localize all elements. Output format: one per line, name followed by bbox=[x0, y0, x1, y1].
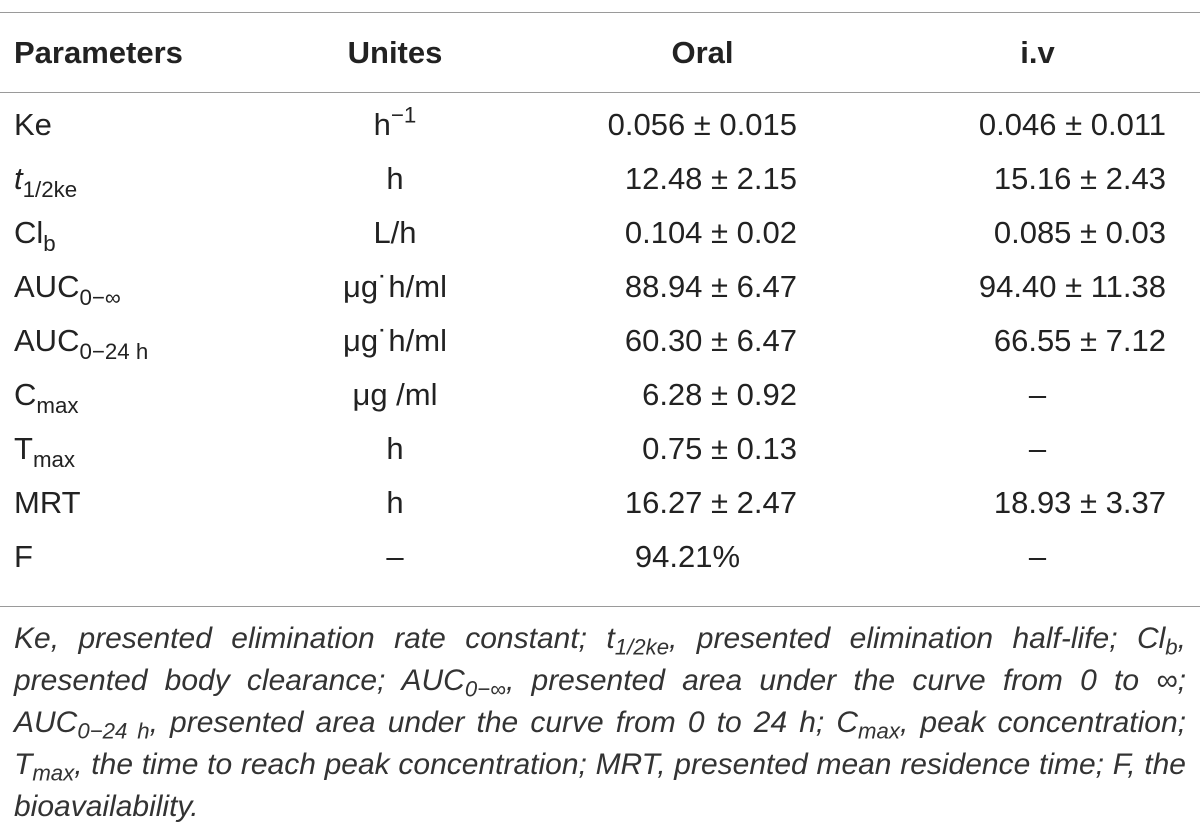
footnote-cmax-desc: , peak concentration; bbox=[899, 706, 1187, 739]
header-unites: Unites bbox=[347, 35, 443, 70]
table-row: t1/2ke h 12.48 ± 2.15 15.16 ± 2.43 bbox=[0, 152, 1200, 206]
row-parameter: Ke bbox=[0, 92, 300, 152]
table-header-rule bbox=[0, 92, 1200, 93]
row-oral-value: 94.21% bbox=[634, 539, 741, 574]
header-oral: Oral bbox=[671, 35, 734, 70]
unit-text: h bbox=[373, 107, 391, 142]
table-header-row: Parameters Unites Oral i.v bbox=[0, 14, 1200, 92]
footnote-cmax-symbol: C bbox=[836, 706, 859, 739]
parameter-subscript: 1/2ke bbox=[22, 176, 78, 202]
footnote-tmax-symbol: T bbox=[14, 748, 33, 781]
row-unit: L/h bbox=[373, 215, 417, 250]
row-oral-value: 60.30 ± 6.47 bbox=[624, 323, 797, 358]
parameter-name: t bbox=[14, 161, 23, 196]
table-footnote: Ke, presented elimination rate constant;… bbox=[14, 618, 1186, 828]
parameter-subscript: b bbox=[43, 230, 56, 256]
table-row: Tmax h 0.75 ± 0.13 – bbox=[0, 422, 1200, 476]
row-unit: μg˙h/ml bbox=[343, 269, 447, 304]
parameter-subscript: 0−24 h bbox=[79, 338, 149, 364]
footnote-t-half-symbol: t bbox=[606, 622, 615, 655]
row-parameter: AUC0−24 h bbox=[0, 314, 300, 368]
row-parameter: Tmax bbox=[0, 422, 300, 476]
parameter-name: MRT bbox=[14, 485, 81, 520]
parameter-name: AUC bbox=[14, 269, 80, 304]
row-oral-value: 0.104 ± 0.02 bbox=[624, 215, 797, 250]
row-iv-value: 0.046 ± 0.011 bbox=[978, 107, 1166, 142]
row-unit: h bbox=[386, 485, 404, 520]
footnote-cl-desc: , presented body clearance; bbox=[14, 622, 1186, 697]
row-parameter: Clb bbox=[0, 206, 300, 260]
header-parameters: Parameters bbox=[14, 35, 183, 70]
row-oral-value: 0.056 ± 0.015 bbox=[607, 107, 797, 142]
footnote-auc-24-subscript: 0−24 h bbox=[77, 718, 150, 744]
row-unit: μg /ml bbox=[352, 377, 438, 412]
footnote-t-half-subscript: 1/2ke bbox=[614, 634, 670, 660]
table-top-rule bbox=[0, 12, 1200, 13]
parameter-name: Ke bbox=[14, 107, 52, 142]
footnote-cl-symbol: Cl bbox=[1136, 622, 1166, 655]
row-iv-value: 0.085 ± 0.03 bbox=[993, 215, 1166, 250]
row-oral-value: 16.27 ± 2.47 bbox=[624, 485, 797, 520]
row-unit: – bbox=[386, 539, 404, 574]
parameter-subscript: 0−∞ bbox=[79, 284, 121, 310]
footnote-auc-24-desc: , presented area under the curve from 0 … bbox=[149, 706, 825, 739]
table-row: AUC0−∞ μg˙h/ml 88.94 ± 6.47 94.40 ± 11.3… bbox=[0, 260, 1200, 314]
parameter-subscript: max bbox=[36, 392, 79, 418]
row-parameter: t1/2ke bbox=[0, 152, 300, 206]
footnote-auc-inf-desc: , presented area under the curve from 0 … bbox=[505, 664, 1187, 697]
parameter-subscript: max bbox=[32, 446, 76, 472]
row-parameter: F bbox=[0, 530, 300, 584]
table-bottom-rule bbox=[0, 606, 1200, 607]
row-unit: μg˙h/ml bbox=[343, 323, 447, 358]
row-iv-value: – bbox=[1028, 377, 1047, 412]
table-row: Cmax μg /ml 6.28 ± 0.92 – bbox=[0, 368, 1200, 422]
row-oral-value: 12.48 ± 2.15 bbox=[624, 161, 797, 196]
row-oral-value: 88.94 ± 6.47 bbox=[624, 269, 797, 304]
footnote-cl-subscript: b bbox=[1165, 634, 1178, 660]
parameter-name: C bbox=[14, 377, 37, 412]
footnote-tmax-subscript: max bbox=[32, 760, 75, 786]
table-row: Clb L/h 0.104 ± 0.02 0.085 ± 0.03 bbox=[0, 206, 1200, 260]
row-parameter: Cmax bbox=[0, 368, 300, 422]
footnote-auc-inf-symbol: AUC bbox=[401, 664, 465, 697]
row-iv-value: – bbox=[1028, 431, 1047, 466]
footnote-auc-24-symbol: AUC bbox=[14, 706, 78, 739]
parameter-name: T bbox=[14, 431, 33, 466]
unit-superscript: −1 bbox=[390, 102, 417, 128]
row-iv-value: 66.55 ± 7.12 bbox=[993, 323, 1166, 358]
footnote-tmax-desc: , the time to reach peak concentration; bbox=[74, 748, 587, 781]
row-iv-value: 15.16 ± 2.43 bbox=[993, 161, 1166, 196]
row-iv-value: 18.93 ± 3.37 bbox=[993, 485, 1166, 520]
row-iv-value: – bbox=[1028, 539, 1047, 574]
row-unit: h bbox=[386, 161, 404, 196]
footnote-ke: Ke, presented elimination rate constant; bbox=[14, 622, 587, 655]
parameter-name: AUC bbox=[14, 323, 80, 358]
row-parameter: MRT bbox=[0, 476, 300, 530]
footnote-mrt: MRT, presented mean residence time; bbox=[595, 748, 1105, 781]
table-row: MRT h 16.27 ± 2.47 18.93 ± 3.37 bbox=[0, 476, 1200, 530]
row-oral-value: 0.75 ± 0.13 bbox=[642, 431, 797, 466]
footnote-t-half-desc: , presented elimination half-life; bbox=[669, 622, 1118, 655]
row-oral-value: 6.28 ± 0.92 bbox=[642, 377, 797, 412]
table-row: Ke h−1 0.056 ± 0.015 0.046 ± 0.011 bbox=[0, 92, 1200, 152]
row-parameter: AUC0−∞ bbox=[0, 260, 300, 314]
parameter-name: Cl bbox=[14, 215, 44, 250]
footnote-cmax-subscript: max bbox=[858, 718, 900, 744]
pharmacokinetic-parameters-table: Parameters Unites Oral i.v Ke h−1 0.056 … bbox=[0, 14, 1200, 584]
row-unit: h bbox=[386, 431, 404, 466]
footnote-f: F, the bioavailability. bbox=[14, 748, 1186, 823]
row-unit: h−1 bbox=[300, 92, 490, 152]
table-row: AUC0−24 h μg˙h/ml 60.30 ± 6.47 66.55 ± 7… bbox=[0, 314, 1200, 368]
footnote-auc-inf-subscript: 0−∞ bbox=[464, 676, 506, 702]
parameter-name: F bbox=[14, 539, 33, 574]
table-row: F – 94.21% – bbox=[0, 530, 1200, 584]
row-iv-value: 94.40 ± 11.38 bbox=[978, 269, 1166, 304]
header-iv: i.v bbox=[1020, 35, 1055, 70]
